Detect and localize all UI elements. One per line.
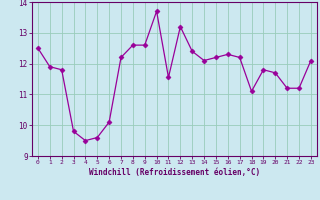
X-axis label: Windchill (Refroidissement éolien,°C): Windchill (Refroidissement éolien,°C) [89,168,260,177]
